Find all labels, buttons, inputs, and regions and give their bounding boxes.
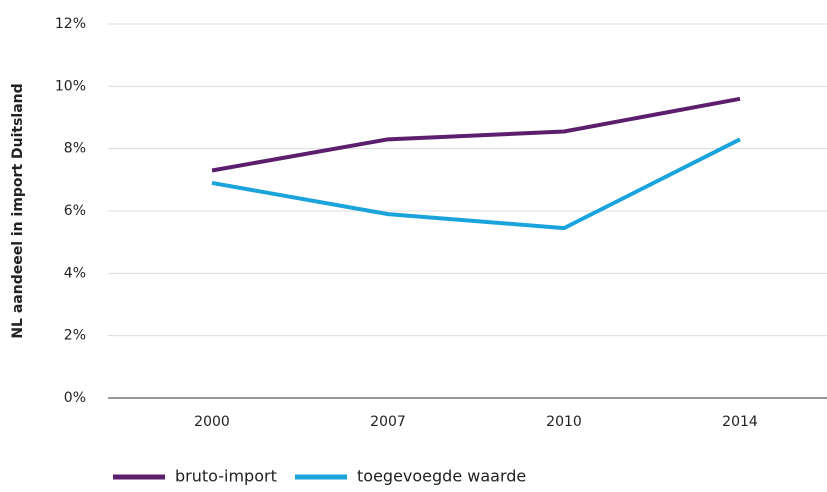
y-axis-label: NL aandeeel in import Duitsland	[10, 83, 26, 338]
y-tick-label: 12%	[55, 16, 86, 32]
legend-label: bruto-import	[175, 467, 277, 486]
y-tick-label: 0%	[64, 390, 86, 406]
x-tick-label: 2000	[194, 414, 230, 430]
x-tick-label: 2010	[546, 414, 582, 430]
y-tick-label: 10%	[55, 78, 86, 94]
y-tick-label: 8%	[64, 141, 86, 157]
y-tick-label: 4%	[64, 265, 86, 281]
x-tick-label: 2007	[370, 414, 406, 430]
series-line	[211, 96, 741, 173]
y-tick-label: 6%	[64, 203, 86, 219]
y-tick-label: 2%	[64, 328, 86, 344]
series-line	[211, 137, 741, 231]
legend-label: toegevoegde waarde	[357, 467, 526, 486]
x-tick-label: 2014	[722, 414, 758, 430]
